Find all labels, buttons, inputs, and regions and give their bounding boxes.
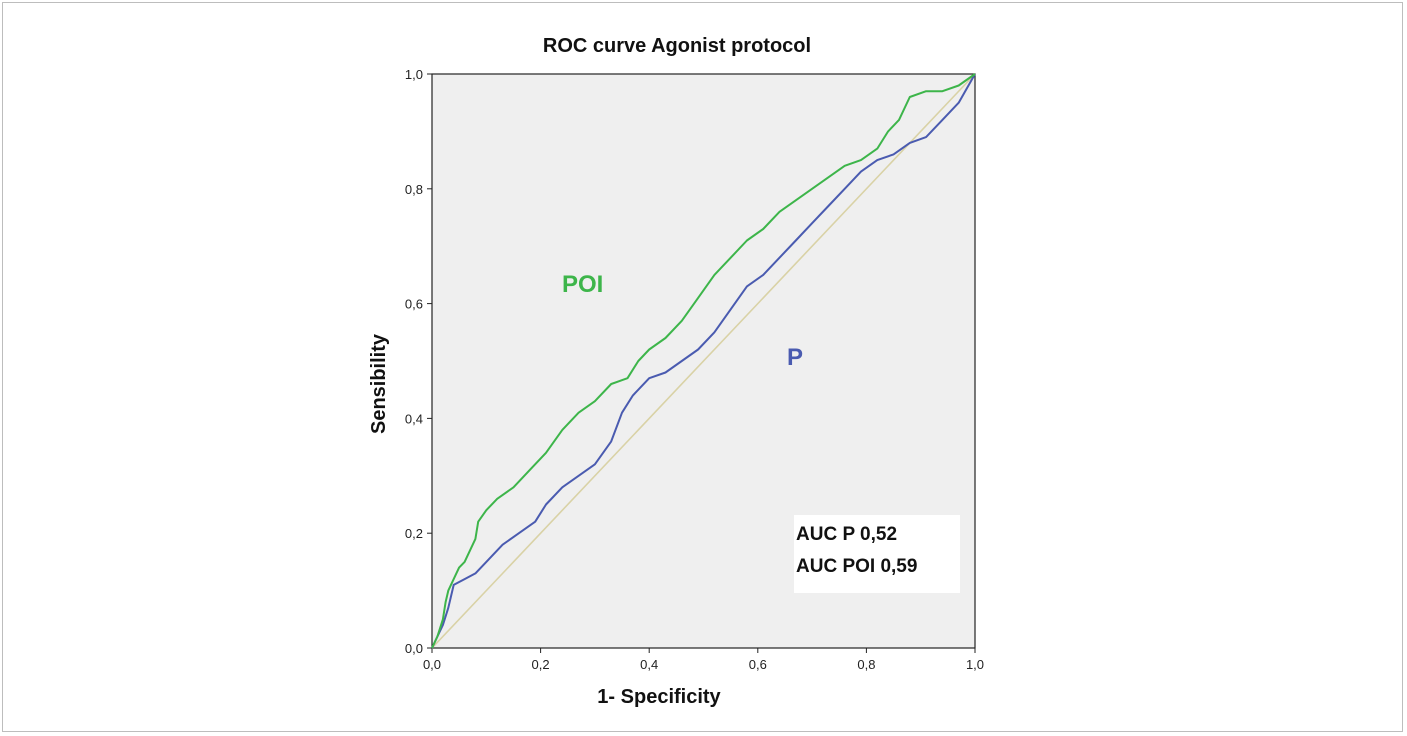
x-tick-label: 1,0 (966, 657, 984, 672)
auc-poi-text: AUC POI 0,59 (796, 556, 917, 577)
y-tick-label: 0,6 (405, 297, 423, 312)
x-tick-label: 0,8 (857, 657, 875, 672)
x-tick-label: 0,6 (749, 657, 767, 672)
y-tick-label: 0,4 (405, 411, 423, 426)
x-tick-label: 0,2 (532, 657, 550, 672)
series-label-p: P (787, 344, 803, 371)
series-label-poi: POI (562, 271, 603, 298)
chart-title: ROC curve Agonist protocol (543, 35, 811, 57)
series-line-poi (431, 73, 976, 649)
x-tick-label: 0,4 (640, 657, 658, 672)
y-tick-label: 0,0 (405, 641, 423, 656)
x-tick-label: 0,0 (423, 657, 441, 672)
reference-diagonal (431, 73, 976, 649)
x-axis-label: 1- Specificity (597, 686, 721, 708)
y-tick-label: 0,8 (405, 182, 423, 197)
y-tick-label: 1,0 (405, 67, 423, 82)
auc-p-text: AUC P 0,52 (796, 524, 897, 545)
axis-ticks: 0,0 0,2 0,4 0,6 0,8 1,0 0,0 0,2 0,4 0,6 0,8 1,0 (405, 67, 984, 672)
auc-box (794, 515, 960, 593)
y-axis-label: Sensibility (368, 333, 390, 434)
series-lines (431, 73, 976, 649)
series-line-p (431, 73, 976, 649)
y-tick-label: 0,2 (405, 526, 423, 541)
